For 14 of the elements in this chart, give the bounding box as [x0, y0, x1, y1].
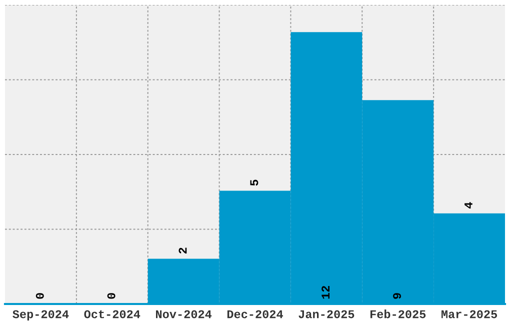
data-label: 9 [393, 293, 402, 299]
data-label: 0 [107, 293, 116, 299]
x-tick-label: Feb-2025 [370, 310, 426, 318]
data-label: 5 [250, 180, 258, 186]
x-tick-label: Mar-2025 [442, 310, 498, 318]
x-tick-label: Oct-2024 [84, 310, 140, 318]
x-tick-label: Nov-2024 [156, 310, 212, 318]
data-label: 2 [178, 248, 187, 254]
data-label: 12 [322, 286, 330, 299]
data-label: 4 [464, 202, 472, 208]
x-tick-label: Dec-2024 [227, 310, 283, 318]
x-tick-label: Sep-2024 [12, 310, 69, 321]
data-label: 0 [36, 293, 44, 299]
x-tick-label: Jan-2025 [298, 310, 354, 318]
